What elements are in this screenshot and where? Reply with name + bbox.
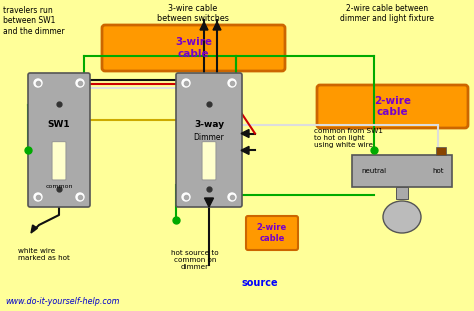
Text: 2-wire
cable: 2-wire cable [257, 223, 287, 243]
FancyBboxPatch shape [176, 73, 242, 207]
FancyBboxPatch shape [202, 142, 216, 180]
Bar [396, 187, 408, 199]
Text: hot source to
common on
dimmer: hot source to common on dimmer [171, 250, 219, 270]
Circle shape [228, 79, 236, 87]
Text: source: source [242, 278, 278, 288]
Circle shape [76, 193, 84, 201]
Polygon shape [241, 146, 249, 154]
Polygon shape [200, 22, 208, 30]
Text: travelers run
between SW1
and the dimmer: travelers run between SW1 and the dimmer [3, 6, 64, 36]
FancyBboxPatch shape [436, 147, 446, 155]
Text: www.do-it-yourself-help.com: www.do-it-yourself-help.com [5, 297, 119, 306]
Text: 3-way: 3-way [194, 120, 224, 129]
Text: neutral: neutral [362, 168, 387, 174]
Text: Dimmer: Dimmer [193, 133, 224, 142]
Polygon shape [204, 198, 213, 207]
Text: 2-wire cable between
dimmer and light fixture: 2-wire cable between dimmer and light fi… [340, 4, 434, 23]
FancyBboxPatch shape [102, 25, 285, 71]
Polygon shape [31, 225, 37, 233]
Text: 2-wire
cable: 2-wire cable [374, 96, 411, 117]
FancyBboxPatch shape [28, 73, 90, 207]
Circle shape [228, 193, 236, 201]
Circle shape [182, 193, 190, 201]
Text: common: common [45, 184, 73, 189]
Text: common from SW1
to hot on light
using white wire: common from SW1 to hot on light using wh… [314, 128, 383, 148]
Polygon shape [213, 22, 221, 30]
Circle shape [34, 79, 42, 87]
Circle shape [182, 79, 190, 87]
Text: hot: hot [432, 168, 444, 174]
FancyBboxPatch shape [52, 142, 66, 180]
Circle shape [34, 193, 42, 201]
Ellipse shape [383, 201, 421, 233]
Polygon shape [241, 129, 249, 137]
Circle shape [76, 79, 84, 87]
FancyBboxPatch shape [317, 85, 468, 128]
Text: SW1: SW1 [48, 120, 70, 129]
Text: 3-wire cable
between switches: 3-wire cable between switches [157, 4, 229, 23]
Text: 3-wire
cable: 3-wire cable [175, 37, 212, 59]
Text: white wire
marked as hot: white wire marked as hot [18, 248, 70, 261]
FancyBboxPatch shape [352, 155, 452, 187]
FancyBboxPatch shape [246, 216, 298, 250]
